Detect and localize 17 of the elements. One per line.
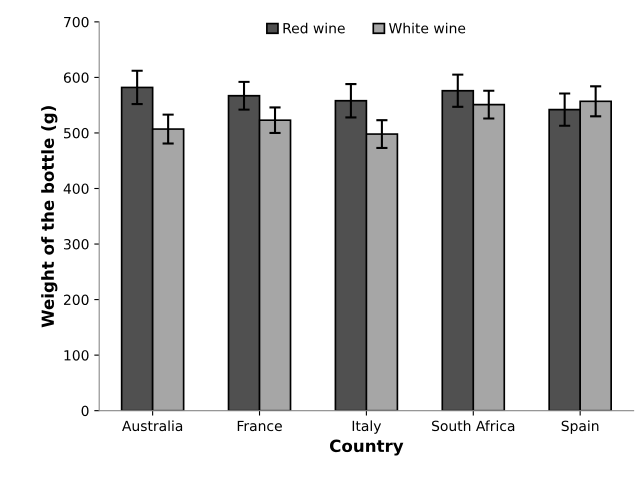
x-axis-title: Country: [330, 440, 404, 456]
x-tick-label: France: [238, 420, 282, 432]
y-tick-label: 300: [64, 239, 89, 250]
x-tick-label: South Africa: [432, 420, 514, 432]
x-tick-label: Australia: [122, 420, 182, 432]
y-tick-label: 200: [64, 294, 89, 306]
y-tick-label: 100: [64, 350, 89, 361]
legend-label: Red wine: [284, 22, 345, 34]
x-tick-label: Italy: [352, 420, 382, 434]
y-tick-label: 400: [64, 183, 89, 194]
y-tick-label: 700: [64, 16, 89, 28]
y-tick-label: 0: [82, 406, 89, 416]
legend-label: White wine: [389, 22, 466, 34]
y-tick-label: 500: [64, 128, 89, 138]
y-tick-label: 600: [64, 72, 89, 83]
x-tick-label: Spain: [562, 420, 598, 434]
y-axis-title: Weight of the bottle (g): [41, 106, 58, 328]
